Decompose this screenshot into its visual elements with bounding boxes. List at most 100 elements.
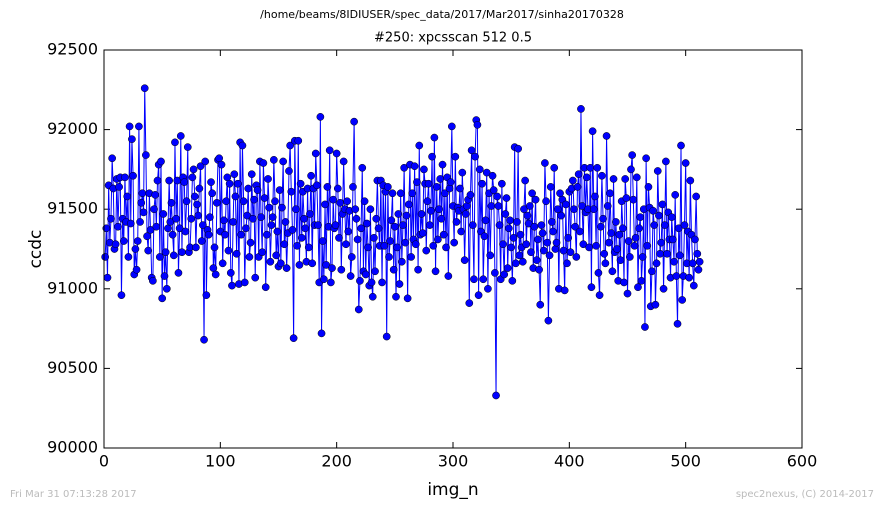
data-point — [354, 305, 363, 314]
data-point — [570, 205, 578, 214]
data-point — [172, 214, 180, 223]
data-point — [356, 276, 364, 285]
data-point — [165, 176, 173, 185]
data-point — [435, 205, 443, 214]
data-point — [596, 222, 605, 231]
data-point — [616, 256, 625, 264]
data-point — [182, 197, 191, 206]
data-point — [217, 160, 226, 169]
y-tick-label: 92500 — [47, 40, 98, 59]
data-point — [671, 191, 680, 199]
data-point — [168, 230, 177, 239]
data-point — [261, 283, 270, 292]
data-point — [400, 163, 408, 172]
data-point — [592, 241, 600, 250]
data-point — [528, 189, 536, 198]
data-point — [486, 251, 495, 260]
data-point — [180, 178, 189, 186]
data-point — [553, 205, 562, 214]
data-point — [125, 122, 134, 131]
data-point — [245, 253, 254, 261]
data-point — [196, 162, 205, 171]
data-point — [539, 246, 548, 255]
data-point — [471, 152, 479, 161]
data-point — [258, 248, 267, 257]
data-point — [542, 197, 550, 206]
data-point — [502, 194, 511, 202]
data-point — [390, 222, 399, 231]
data-point — [339, 157, 348, 166]
data-point — [678, 296, 687, 304]
data-point — [292, 205, 300, 214]
data-point — [631, 234, 640, 242]
data-point — [137, 198, 146, 207]
data-point — [482, 168, 491, 177]
data-point — [281, 218, 290, 226]
data-point — [628, 151, 637, 159]
data-point — [178, 248, 186, 257]
data-point — [564, 234, 573, 242]
data-point — [535, 265, 543, 274]
data-point — [434, 235, 442, 244]
data-point — [136, 218, 144, 226]
data-point — [544, 316, 553, 325]
data-point — [515, 251, 524, 260]
data-point — [514, 144, 522, 153]
data-point — [420, 165, 428, 174]
data-point — [364, 243, 372, 252]
data-point — [670, 257, 678, 266]
data-point — [278, 203, 286, 212]
data-point — [563, 259, 571, 268]
data-point — [266, 257, 275, 266]
data-point — [275, 186, 284, 194]
data-point — [651, 300, 660, 309]
data-point — [431, 267, 440, 276]
data-point — [573, 183, 582, 191]
data-point — [415, 141, 424, 150]
data-point — [427, 206, 435, 215]
data-point — [378, 278, 386, 287]
data-point — [491, 269, 499, 277]
data-point — [495, 221, 504, 229]
data-point — [251, 273, 260, 282]
data-point — [601, 259, 610, 268]
data-point — [215, 154, 224, 163]
data-point — [504, 224, 513, 233]
data-point — [307, 171, 315, 180]
data-point — [396, 189, 405, 198]
data-point — [114, 222, 122, 231]
data-point — [615, 230, 624, 239]
data-point — [208, 189, 217, 198]
data-point — [575, 227, 584, 236]
data-point — [190, 192, 199, 201]
data-point — [249, 214, 257, 223]
data-point — [211, 270, 220, 279]
data-point — [492, 391, 500, 400]
data-point — [394, 210, 403, 218]
data-point — [587, 283, 596, 292]
data-point — [620, 278, 628, 287]
data-point — [392, 292, 400, 301]
data-point — [271, 197, 279, 206]
data-point — [642, 154, 650, 163]
data-point — [250, 195, 258, 204]
data-point — [695, 257, 704, 266]
data-point — [418, 229, 427, 237]
data-point — [630, 241, 639, 250]
data-point — [276, 259, 285, 268]
data-point — [357, 224, 365, 233]
data-point — [649, 206, 657, 215]
data-point — [229, 218, 237, 226]
data-point — [653, 167, 662, 175]
data-point — [329, 195, 338, 204]
data-point — [423, 197, 432, 206]
data-point — [240, 278, 249, 287]
data-point — [333, 184, 342, 193]
data-point — [268, 213, 277, 222]
data-point — [520, 205, 528, 214]
data-point — [598, 171, 606, 180]
data-point — [404, 200, 413, 209]
data-point — [659, 284, 668, 293]
data-point — [669, 235, 677, 244]
data-point — [384, 183, 392, 191]
